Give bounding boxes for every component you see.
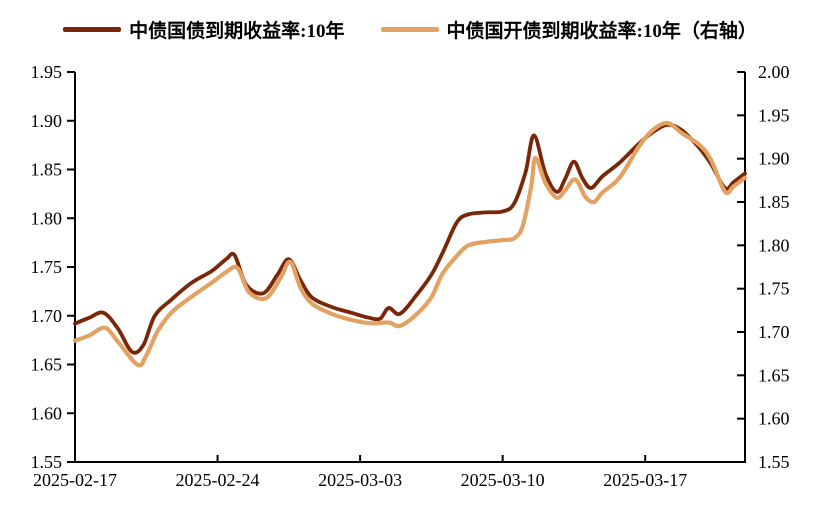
cdb-yield-line (72, 120, 748, 368)
x-axis-tick-label: 2025-02-24 (176, 470, 260, 490)
treasury-line-swatch (63, 27, 122, 32)
right-axis-tick-label: 1.60 (758, 409, 790, 429)
x-axis-tick-label: 2025-02-17 (33, 470, 117, 490)
left-axis-tick-label: 1.60 (31, 403, 63, 423)
left-axis-tick-label: 1.90 (31, 111, 63, 131)
x-axis-tick-label: 2025-03-10 (461, 470, 545, 490)
legend-item-cdb: 中债国开债到期收益率:10年（右轴） (380, 16, 757, 43)
cdb-legend-label: 中债国开债到期收益率:10年（右轴） (446, 21, 757, 42)
legend: 中债国债到期收益率:10年 中债国开债到期收益率:10年（右轴） (0, 16, 820, 43)
right-axis-tick-label: 1.55 (758, 452, 790, 472)
left-axis-tick-label: 1.80 (31, 208, 63, 228)
right-axis-tick-label: 1.90 (758, 149, 790, 169)
axis-frame (74, 72, 746, 463)
left-axis-tick-label: 1.95 (31, 62, 63, 82)
cdb-line-swatch (380, 27, 439, 32)
right-axis-tick-label: 1.95 (758, 105, 790, 125)
x-axis-tick-label: 2025-03-17 (603, 470, 687, 490)
left-axis-tick-label: 1.75 (31, 257, 63, 277)
treasury-yield-line (73, 122, 747, 355)
legend-item-treasury: 中债国债到期收益率:10年 (63, 16, 345, 43)
left-axis-tick-label: 1.55 (31, 452, 63, 472)
left-axis-tick-label: 1.70 (31, 306, 63, 326)
right-axis-tick-label: 1.65 (758, 365, 790, 385)
treasury-legend-label: 中债国债到期收益率:10年 (129, 21, 345, 42)
left-axis-tick-label: 1.85 (31, 160, 63, 180)
right-axis-tick-label: 2.00 (758, 62, 790, 82)
right-axis-tick-label: 1.75 (758, 279, 790, 299)
left-axis-tick-label: 1.65 (31, 355, 63, 375)
right-axis-tick-label: 1.85 (758, 192, 790, 212)
x-axis-tick-label: 2025-03-03 (318, 470, 402, 490)
right-axis-tick-label: 1.80 (758, 235, 790, 255)
right-axis-tick-label: 1.70 (758, 322, 790, 342)
